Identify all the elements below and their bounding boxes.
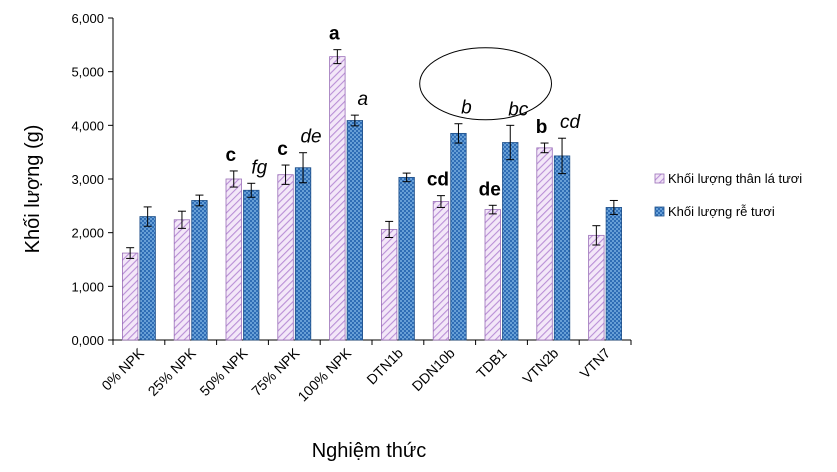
- significance-label: b: [536, 117, 548, 138]
- y-tick-label: 2,000: [71, 226, 104, 241]
- x-tick-label: 50% NPK: [196, 344, 251, 399]
- significance-label: cd: [427, 170, 449, 191]
- significance-label: a: [358, 89, 369, 110]
- bar: [122, 252, 139, 341]
- significance-label: cd: [560, 112, 582, 133]
- significance-label: fg: [251, 157, 267, 178]
- x-tick-label: DDN10b: [409, 345, 458, 394]
- significance-label: c: [225, 145, 236, 166]
- bar: [139, 216, 156, 341]
- bar: [605, 207, 622, 341]
- legend-swatch: [654, 173, 665, 184]
- bar: [346, 120, 364, 341]
- x-tick-label: VTN2b: [519, 345, 561, 387]
- y-tick-label: 0,000: [71, 333, 104, 348]
- y-axis-title: Khối lượng (g): [22, 125, 44, 254]
- bar: [173, 219, 191, 341]
- bar: [225, 178, 242, 341]
- bar: [588, 234, 605, 341]
- bars: [122, 56, 622, 341]
- legend-swatch: [654, 206, 665, 217]
- legend-label: Khối lượng thân lá tươi: [668, 171, 802, 186]
- bar: [553, 155, 571, 341]
- error-bars: [126, 49, 618, 259]
- legend-label: Khối lượng rễ tươi: [668, 204, 775, 219]
- bar: [243, 189, 260, 341]
- x-tick-label: 0% NPK: [98, 344, 147, 393]
- significance-label: a: [329, 24, 340, 45]
- y-tick-label: 6,000: [71, 11, 104, 26]
- bar: [277, 174, 294, 341]
- bar: [191, 200, 208, 341]
- significance-label: de: [300, 127, 321, 148]
- significance-label: b: [461, 98, 472, 119]
- y-tick-label: 1,000: [71, 279, 104, 294]
- annotations: [419, 47, 553, 121]
- y-tick-label: 3,000: [71, 172, 104, 187]
- x-tick-label: DTN1b: [363, 345, 406, 388]
- highlight-ellipse: [419, 47, 553, 121]
- significance-label: c: [277, 139, 288, 160]
- x-tick-label: 75% NPK: [248, 344, 303, 399]
- y-tick-label: 5,000: [71, 65, 104, 80]
- y-tick-label: 4,000: [71, 118, 104, 133]
- x-tick-label: VTN7: [577, 345, 614, 382]
- bar: [294, 167, 312, 341]
- significance-label: de: [479, 179, 501, 200]
- bar: [484, 209, 501, 341]
- bar: [536, 147, 553, 341]
- x-tick-label: 100% NPK: [294, 344, 354, 404]
- bar: [502, 142, 519, 341]
- bar: [329, 56, 346, 341]
- bar: [450, 132, 467, 341]
- x-axis-title: Nghiệm thức: [312, 440, 427, 462]
- bar: [398, 176, 415, 341]
- legend: Khối lượng thân lá tươi Khối lượng rễ tươ…: [654, 171, 802, 219]
- significance-label: bc: [508, 99, 529, 120]
- y-axis: 0,000 1,000 2,000 3,000 4,000 5,000 6,000: [71, 11, 114, 348]
- bar: [380, 229, 398, 341]
- x-tick-label: TDB1: [473, 345, 510, 382]
- x-tick-label: 25% NPK: [145, 344, 200, 399]
- bar: [432, 201, 450, 341]
